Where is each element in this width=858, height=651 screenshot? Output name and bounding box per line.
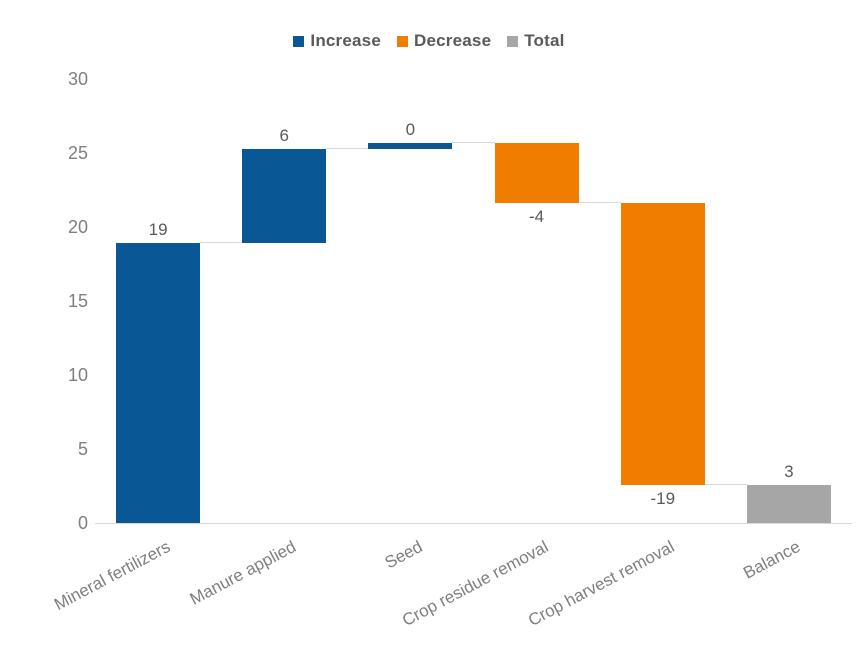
data-label-crop-residue-removal: -4 [529, 207, 545, 227]
connector-line [578, 202, 621, 204]
y-axis-tick-label: 30 [67, 69, 88, 89]
legend-label-decrease: Decrease [414, 31, 492, 50]
category-label-balance: Balance [740, 537, 804, 583]
connector-line [452, 142, 495, 144]
bar-mineral-fertilizers[interactable] [116, 243, 201, 523]
bar-balance[interactable] [746, 485, 831, 523]
data-label-mineral-fertilizers: 19 [148, 220, 168, 240]
category-label-seed: Seed [381, 537, 426, 573]
bar-crop-harvest-removal[interactable] [620, 203, 705, 485]
x-axis-line [95, 523, 852, 524]
bar-crop-residue-removal[interactable] [494, 143, 579, 204]
connector-line [200, 242, 243, 244]
connector-line [326, 147, 369, 149]
total-swatch-icon [507, 35, 519, 47]
data-label-crop-harvest-removal: -19 [650, 488, 676, 508]
legend-label-increase: Increase [310, 31, 381, 50]
bar-seed[interactable] [368, 143, 453, 149]
legend-item-total[interactable]: Total [507, 31, 564, 51]
y-axis-tick-label: 5 [77, 439, 88, 459]
y-axis-tick-label: 25 [67, 143, 88, 163]
data-label-manure-applied: 6 [279, 125, 289, 145]
connector-line [704, 483, 747, 485]
increase-swatch-icon [293, 35, 305, 47]
legend-item-increase[interactable]: Increase [293, 31, 381, 51]
legend-label-total: Total [524, 31, 565, 50]
bar-manure-applied[interactable] [242, 148, 327, 244]
legend: Increase Decrease Total [0, 31, 858, 51]
decrease-swatch-icon [397, 35, 408, 47]
data-label-balance: 3 [784, 462, 794, 482]
category-label-manure-applied: Manure applied [186, 537, 300, 609]
category-label-mineral-fertilizers: Mineral fertilizers [50, 537, 174, 615]
y-axis-tick-label: 0 [77, 513, 88, 533]
y-axis-tick-label: 10 [67, 365, 88, 385]
y-axis-tick-label: 20 [67, 217, 88, 237]
legend-item-decrease[interactable]: Decrease [397, 31, 491, 51]
data-label-seed: 0 [405, 120, 416, 140]
y-axis-tick-label: 15 [67, 291, 88, 311]
